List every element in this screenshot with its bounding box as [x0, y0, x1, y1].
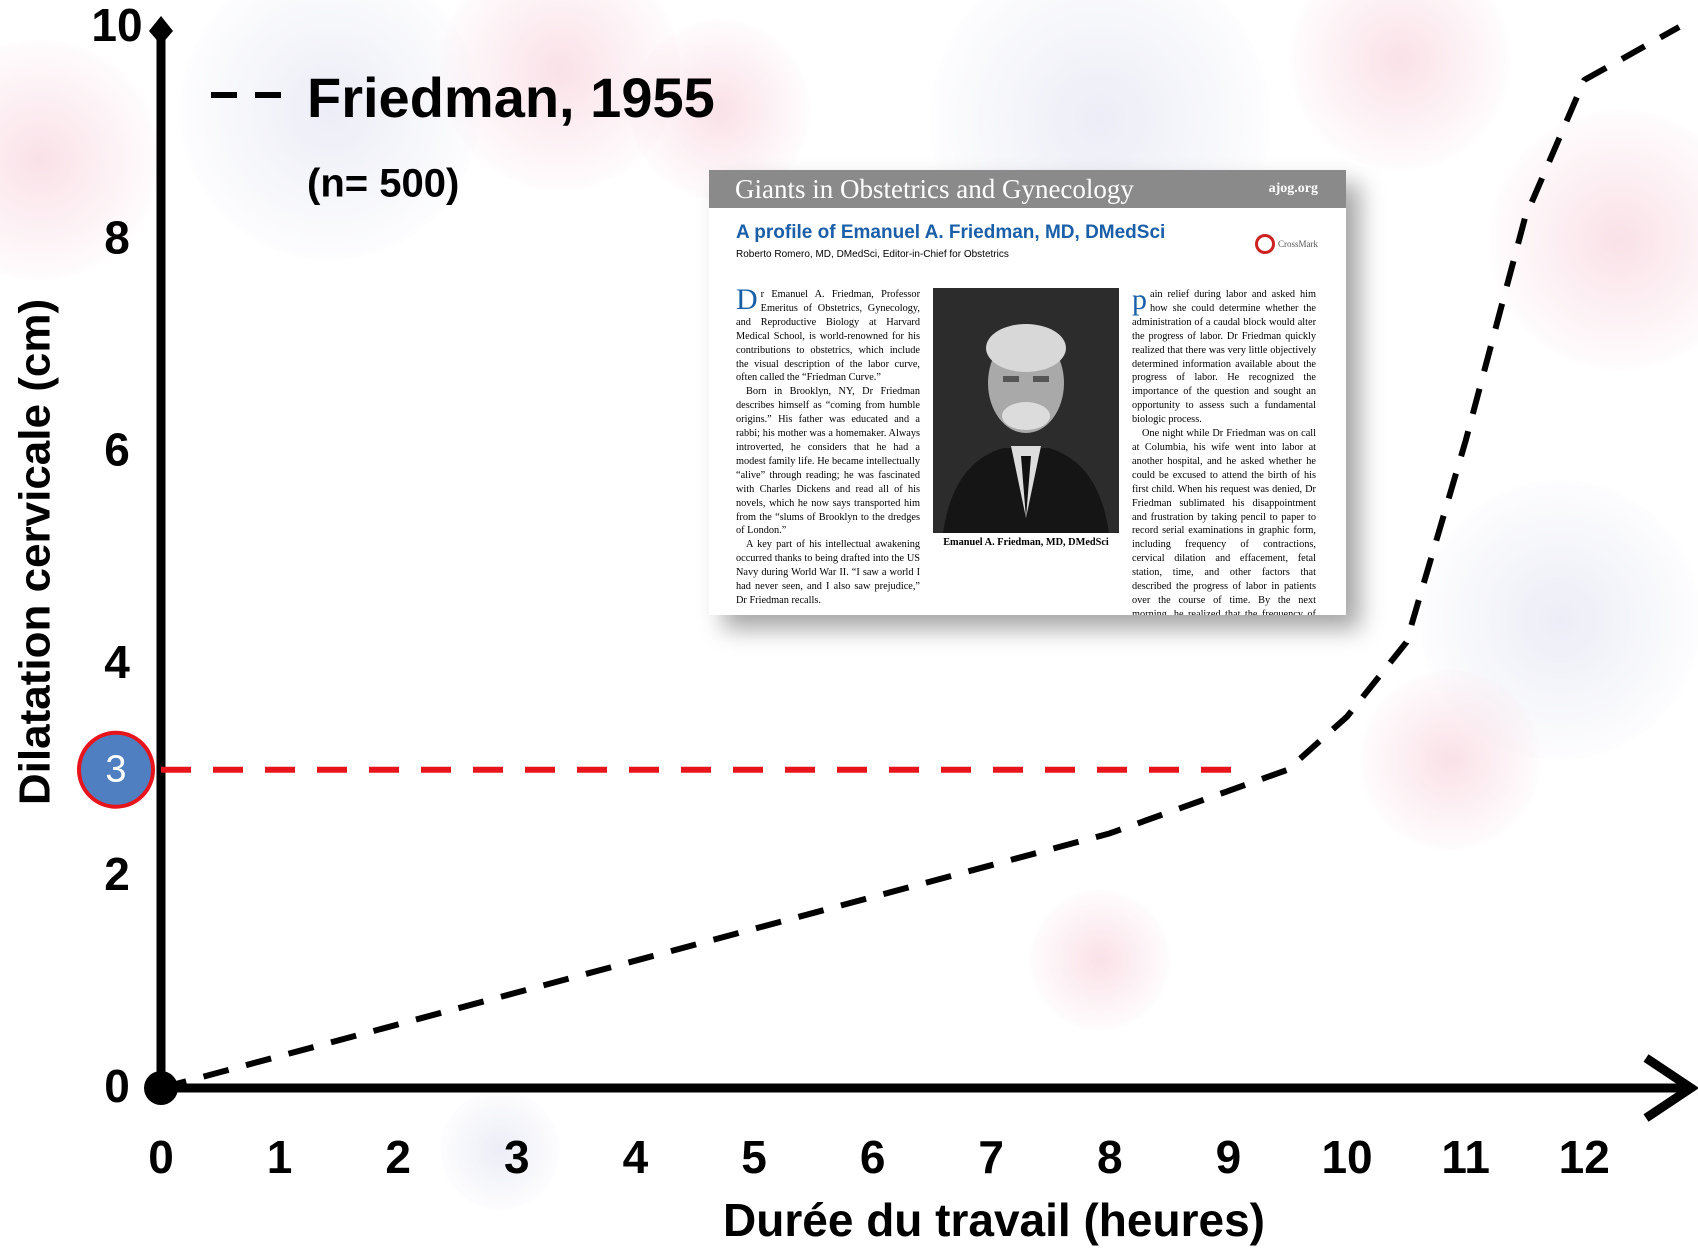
x-tick-label: 1 [267, 1131, 293, 1183]
x-tick-label: 6 [860, 1131, 886, 1183]
x-tick-label: 4 [623, 1131, 649, 1183]
journal-site: ajog.org [1268, 181, 1318, 196]
y-tick-label: 2 [104, 848, 130, 900]
background [0, 0, 1698, 1210]
article-body: Dr Emanuel A. Friedman, Professor Emerit… [736, 288, 1319, 615]
x-tick-label: 10 [1321, 1131, 1372, 1183]
paragraph: pain relief during labor and asked him h… [1132, 288, 1316, 426]
article-author: Roberto Romero, MD, DMedSci, Editor-in-C… [736, 249, 1009, 260]
article-title: A profile of Emanuel A. Friedman, MD, DM… [736, 222, 1166, 243]
y-tick-label: 0 [104, 1060, 130, 1112]
x-tick-label: 3 [504, 1131, 530, 1183]
highlight-label: 3 [105, 749, 126, 791]
y-tick-label: 10 [91, 0, 142, 51]
x-tick-label: 0 [148, 1131, 174, 1183]
x-axis-title: Durée du travail (heures) [723, 1194, 1265, 1246]
x-tick-label: 11 [1441, 1131, 1490, 1183]
x-tick-label: 8 [1097, 1131, 1123, 1183]
x-tick-label: 5 [741, 1131, 767, 1183]
paragraph: Dr Emanuel A. Friedman, Professor Emerit… [736, 288, 920, 384]
x-axis-arrow [1643, 1054, 1698, 1122]
x-tick-label: 12 [1559, 1131, 1610, 1183]
y-tick-label: 6 [104, 424, 130, 476]
x-tick-label: 7 [978, 1131, 1004, 1183]
y-tick-label: 4 [104, 636, 130, 688]
legend-label: Friedman, 1955 [307, 66, 715, 129]
column: pain relief during labor and asked him h… [1132, 288, 1316, 615]
photo-caption: Emanuel A. Friedman, MD, DMedSci [943, 537, 1109, 548]
paragraph: A key part of his intellectual awakening… [736, 539, 920, 606]
portrait [933, 288, 1119, 533]
paragraph: One night while Dr Friedman was on call … [1132, 428, 1316, 615]
y-tick-label: 8 [104, 211, 130, 263]
series-line [160, 24, 1681, 1091]
crossmark: CrossMark [1255, 234, 1318, 254]
photo: Emanuel A. Friedman, MD, DMedSci [933, 288, 1119, 615]
y-axis-title: Dilatation cervicale (cm) [11, 299, 60, 805]
y-axis-arrow [149, 16, 173, 45]
x-tick-label: 9 [1216, 1131, 1242, 1183]
article-header: Giants in Obstetrics and Gynecology ajog… [709, 170, 1346, 208]
article-image: Giants in Obstetrics and Gynecology ajog… [709, 170, 1346, 615]
highlight-marker [77, 730, 155, 809]
x-tick-label: 2 [385, 1131, 411, 1183]
column: Dr Emanuel A. Friedman, Professor Emerit… [736, 288, 920, 615]
crossmark-label: CrossMark [1278, 239, 1318, 249]
journal-section: Giants in Obstetrics and Gynecology [735, 173, 1134, 204]
paragraph: Born in Brooklyn, NY, Dr Friedman descri… [736, 386, 920, 537]
subtitle: (n= 500) [307, 162, 459, 206]
